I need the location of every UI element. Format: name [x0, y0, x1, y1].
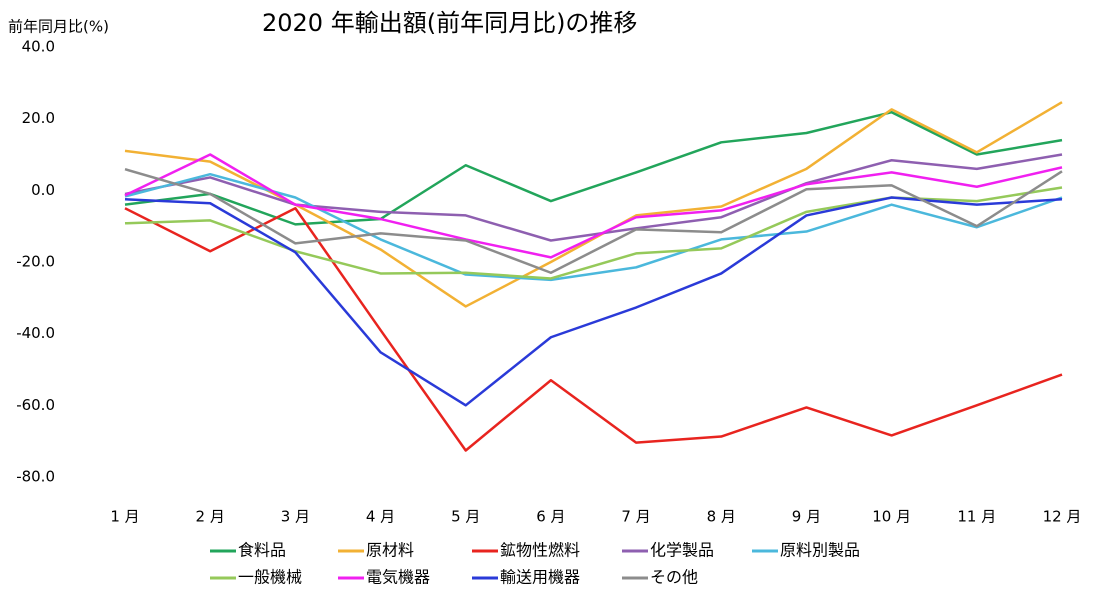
series-line: [124, 101, 1063, 308]
x-tick-label: 5 月: [451, 508, 480, 526]
x-tick-label: 11 月: [957, 508, 996, 526]
series-line: [124, 196, 1063, 407]
legend-label: 化学製品: [650, 541, 714, 560]
legend-label: 原材料: [366, 541, 414, 560]
x-tick-label: 4 月: [366, 508, 395, 526]
series-line: [124, 172, 1063, 282]
x-tick-label: 9 月: [792, 508, 821, 526]
legend-label: 鉱物性燃料: [500, 541, 580, 560]
legend-label: その他: [650, 568, 698, 587]
series-line: [124, 153, 1063, 242]
y-tick-label: -20.0: [16, 253, 55, 271]
y-tick-label: 0.0: [31, 181, 55, 199]
series-line: [124, 153, 1063, 259]
x-tick-label: 10 月: [872, 508, 911, 526]
y-tick-label: -60.0: [16, 396, 55, 414]
y-tick-label: -80.0: [16, 468, 55, 486]
x-tick-label: 8 月: [707, 508, 736, 526]
y-tick-label: -40.0: [16, 324, 55, 342]
x-tick-label: 1 月: [110, 508, 139, 526]
legend-label: 一般機械: [238, 568, 302, 587]
chart-title: 2020 年輸出額(前年同月比)の推移: [262, 9, 637, 37]
x-tick-label: 6 月: [536, 508, 565, 526]
series-line: [124, 207, 1063, 452]
x-tick-label: 12 月: [1043, 508, 1082, 526]
y-axis-label: 前年同月比(%): [8, 18, 109, 36]
y-tick-label: 20.0: [22, 109, 55, 127]
y-tick-label: 40.0: [22, 38, 55, 56]
x-tick-label: 2 月: [196, 508, 225, 526]
x-tick-label: 7 月: [621, 508, 650, 526]
legend-label: 輸送用機器: [500, 568, 580, 587]
legend-label: 食料品: [238, 541, 286, 560]
x-tick-label: 3 月: [281, 508, 310, 526]
legend-label: 原料別製品: [780, 541, 860, 560]
series-line: [124, 167, 1063, 274]
series-line: [124, 110, 1063, 226]
legend-label: 電気機器: [366, 568, 430, 587]
